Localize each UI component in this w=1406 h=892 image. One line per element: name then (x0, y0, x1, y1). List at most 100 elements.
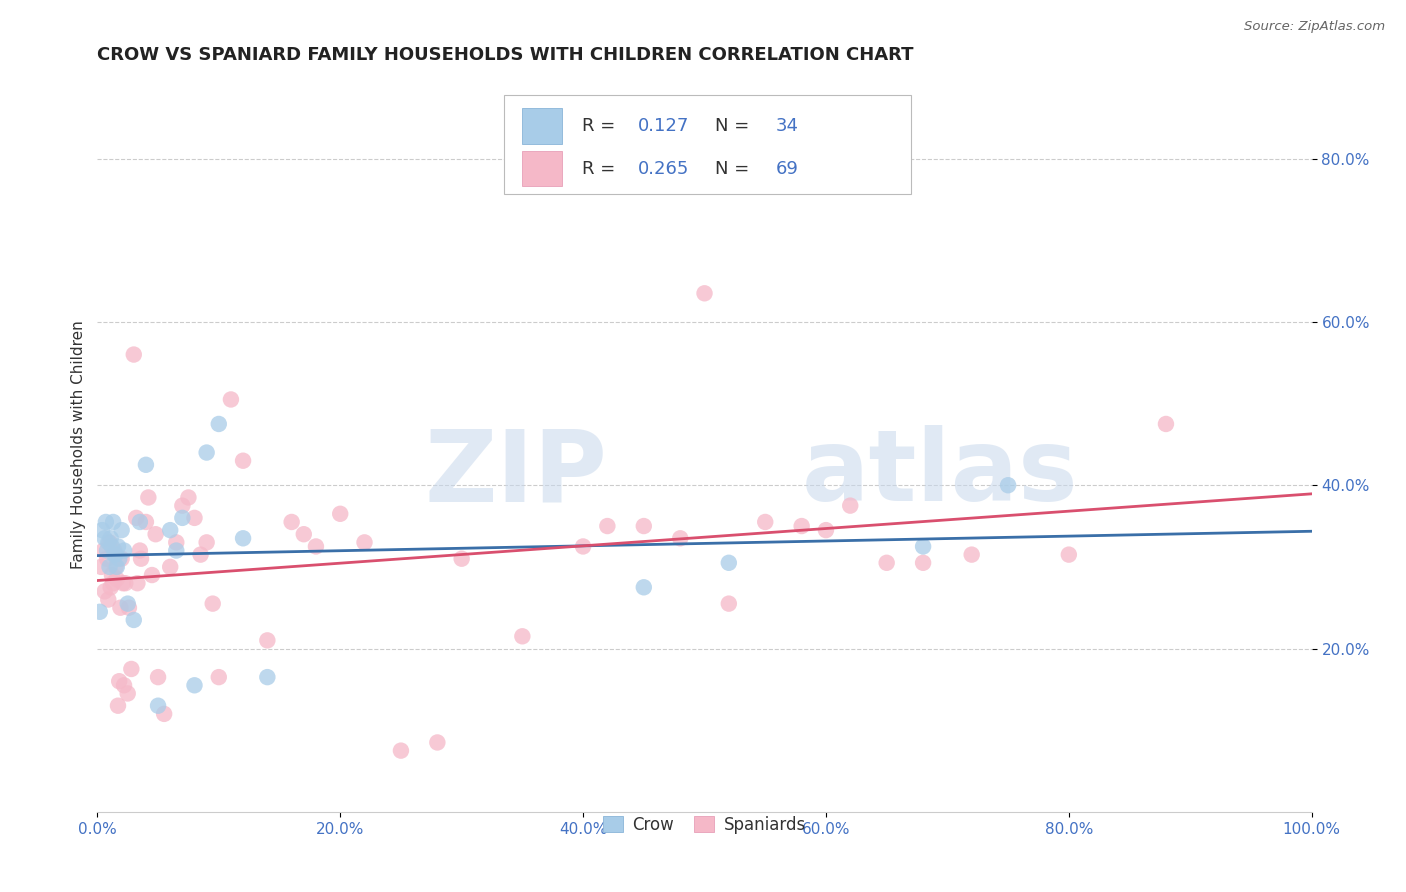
FancyBboxPatch shape (505, 95, 911, 194)
Point (128, 515, 150, 529)
Point (114, 576, 136, 591)
Point (108, 674, 131, 689)
Point (107, 540, 129, 554)
Text: N =: N = (716, 160, 755, 178)
FancyBboxPatch shape (523, 109, 562, 144)
Text: 0.265: 0.265 (638, 160, 689, 178)
Point (107, 698, 129, 713)
Point (118, 600, 141, 615)
Point (232, 531, 254, 545)
Point (105, 572, 128, 586)
Point (172, 511, 194, 525)
Point (960, 548, 983, 562)
Text: Source: ZipAtlas.com: Source: ZipAtlas.com (1244, 20, 1385, 33)
Point (97, 592, 120, 607)
Point (117, 597, 139, 611)
Point (96, 551, 118, 566)
Point (183, 678, 205, 692)
Point (512, 629, 534, 643)
Point (912, 540, 935, 554)
Legend: Crow, Spaniards: Crow, Spaniards (592, 806, 817, 844)
Text: 34: 34 (776, 117, 799, 135)
Point (104, 548, 127, 562)
Point (101, 568, 124, 582)
Point (596, 519, 619, 533)
Text: 69: 69 (776, 160, 799, 178)
Point (389, 744, 412, 758)
Point (669, 531, 692, 545)
Point (814, 523, 837, 537)
Point (208, 417, 231, 431)
Point (105, 560, 128, 574)
Text: atlas: atlas (801, 425, 1078, 523)
Text: N =: N = (716, 117, 755, 135)
Point (450, 551, 472, 566)
Text: CROW VS SPANIARD FAMILY HOUSEHOLDS WITH CHILDREN CORRELATION CHART: CROW VS SPANIARD FAMILY HOUSEHOLDS WITH … (97, 46, 914, 64)
Y-axis label: Family Households with Children: Family Households with Children (72, 320, 86, 569)
Point (997, 478, 1019, 492)
Point (219, 392, 242, 407)
Point (103, 548, 125, 562)
Point (97, 535, 120, 549)
Point (101, 576, 124, 591)
Point (111, 576, 134, 591)
Point (94, 515, 117, 529)
Point (90, 560, 112, 574)
Point (122, 347, 145, 361)
Point (101, 540, 124, 554)
Point (112, 678, 135, 692)
Point (122, 613, 145, 627)
Point (329, 507, 352, 521)
Text: 0.127: 0.127 (638, 117, 689, 135)
Point (165, 543, 187, 558)
Text: ZIP: ZIP (425, 425, 607, 523)
Point (112, 543, 135, 558)
Point (93, 543, 115, 558)
Point (100, 531, 122, 545)
Point (693, 286, 716, 301)
Point (292, 527, 315, 541)
Point (754, 515, 776, 529)
Point (232, 453, 254, 467)
Point (111, 551, 134, 566)
Point (305, 540, 328, 554)
Point (280, 515, 302, 529)
Point (129, 551, 152, 566)
Point (1057, 548, 1080, 562)
Point (96, 543, 118, 558)
Point (1154, 417, 1177, 431)
Point (912, 556, 935, 570)
Point (153, 706, 176, 721)
Point (256, 670, 278, 684)
Point (111, 523, 134, 537)
Point (165, 535, 187, 549)
Point (98, 560, 121, 574)
Point (93, 531, 115, 545)
Point (138, 491, 160, 505)
Point (145, 527, 167, 541)
Point (208, 670, 231, 684)
Point (353, 535, 375, 549)
Point (717, 597, 740, 611)
Point (177, 491, 200, 505)
Point (108, 551, 131, 566)
FancyBboxPatch shape (523, 151, 562, 186)
Point (839, 499, 862, 513)
Point (135, 458, 157, 472)
Point (426, 735, 449, 749)
Point (141, 568, 163, 582)
Point (790, 519, 813, 533)
Point (125, 511, 148, 525)
Point (135, 515, 157, 529)
Point (195, 535, 218, 549)
Point (98, 535, 121, 549)
Point (572, 540, 595, 554)
Point (717, 556, 740, 570)
Point (101, 515, 124, 529)
Point (172, 499, 194, 513)
Point (633, 580, 655, 594)
Point (117, 686, 139, 700)
Point (159, 560, 181, 574)
Point (104, 560, 127, 574)
Point (183, 511, 205, 525)
